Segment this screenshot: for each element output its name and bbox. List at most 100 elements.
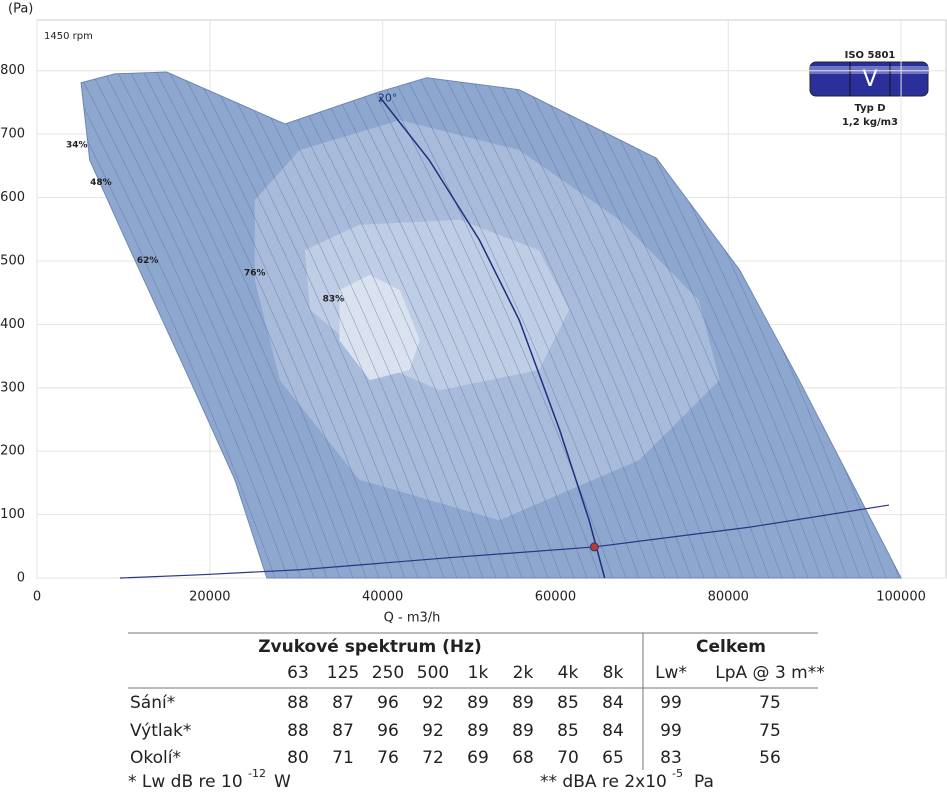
x-tick-label: 20000	[189, 590, 230, 605]
badge-letter: V	[862, 67, 877, 92]
hatch-line	[427, 71, 679, 578]
hatch-line	[180, 71, 432, 578]
x-axis-label: Q - m3/h	[384, 611, 441, 626]
cell: 99	[660, 693, 682, 713]
hatch-line	[453, 71, 705, 578]
cell: 85	[557, 721, 579, 741]
badge-type: Typ D	[854, 103, 885, 114]
column-header: 250	[372, 663, 404, 683]
sound-table: Zvukové spektrum (Hz) Celkem 63 125 250 500…	[128, 632, 825, 792]
hatch-line	[81, 71, 315, 578]
column-header: 63	[287, 663, 309, 683]
y-tick-label: 800	[0, 63, 25, 78]
cell: 69	[467, 748, 489, 768]
cell: 89	[512, 721, 534, 741]
hatch-line	[102, 71, 354, 578]
cell: 88	[287, 693, 309, 713]
efficiency-label: 76%	[244, 269, 266, 279]
efficiency-zone	[339, 274, 420, 381]
footnote-unit: Pa	[694, 772, 714, 792]
hatch-line	[81, 71, 302, 578]
hatch-line	[492, 71, 744, 578]
hatch-line	[414, 71, 666, 578]
cell: 80	[287, 748, 309, 768]
column-header: 1k	[468, 663, 489, 683]
footnote: * Lw dB re 10	[128, 772, 243, 792]
cell: 84	[602, 721, 624, 741]
cell: 76	[377, 748, 399, 768]
column-header: LpA @ 3 m**	[715, 663, 824, 683]
badge-standard: ISO 5801	[845, 50, 896, 61]
hatch-line	[89, 71, 341, 578]
hatch-line	[167, 71, 419, 578]
column-header: Lw*	[655, 663, 687, 683]
cell: 72	[422, 748, 444, 768]
cell: 68	[512, 748, 534, 768]
cell: 70	[557, 748, 579, 768]
x-tick-label: 0	[33, 590, 41, 605]
hatch-line	[81, 71, 276, 578]
hatch-line	[336, 71, 588, 578]
x-tick-label: 40000	[362, 590, 403, 605]
row-label: Výtlak*	[130, 721, 191, 741]
y-tick-label: 0	[17, 571, 25, 586]
x-tick-label: 100000	[876, 590, 926, 605]
y-tick-label: 200	[0, 444, 25, 459]
blade-angle-line	[379, 96, 606, 579]
speed-note: 1450 rpm	[44, 31, 93, 42]
y-tick-label: 500	[0, 253, 25, 268]
column-header: 8k	[603, 663, 624, 683]
efficiency-label: 62%	[137, 256, 159, 266]
hatch-line	[0, 20, 15, 578]
hatch-line	[81, 71, 289, 578]
hatch-line	[362, 71, 614, 578]
hatch-line	[81, 71, 328, 578]
hatch-line	[0, 20, 28, 578]
cell: 92	[422, 721, 444, 741]
cell: 88	[287, 721, 309, 741]
hatch-line	[479, 71, 731, 578]
cell: 56	[759, 748, 781, 768]
y-tick-label: 700	[0, 127, 25, 142]
cell: 89	[512, 693, 534, 713]
cell: 87	[332, 693, 354, 713]
efficiency-label: 48%	[90, 178, 112, 188]
hatch-line	[128, 71, 380, 578]
total-header: Celkem	[696, 637, 766, 657]
row-label: Okolí*	[130, 748, 181, 768]
footnote: ** dBA re 2x10	[540, 772, 667, 792]
column-header: 2k	[513, 663, 534, 683]
cell: 65	[602, 748, 624, 768]
y-tick-label: 100	[0, 507, 25, 522]
hatch-line	[440, 71, 692, 578]
y-tick-label: 600	[0, 190, 25, 205]
hatch-line	[401, 71, 653, 578]
blade-angle-label: 20°	[378, 92, 398, 105]
hatch-line	[388, 71, 640, 578]
hatch-line	[115, 71, 367, 578]
hatch-line	[154, 71, 406, 578]
cell: 71	[332, 748, 354, 768]
footnote-exp: -12	[248, 767, 266, 780]
cell: 87	[332, 721, 354, 741]
cell: 84	[602, 693, 624, 713]
hatch-line	[466, 71, 718, 578]
y-tick-label: 300	[0, 380, 25, 395]
spectrum-header: Zvukové spektrum (Hz)	[258, 637, 482, 657]
efficiency-label: 34%	[66, 140, 88, 150]
system-curve	[119, 504, 890, 579]
y-tick-label: 400	[0, 317, 25, 332]
cell: 96	[377, 693, 399, 713]
hatch-line	[375, 71, 627, 578]
column-header: 4k	[558, 663, 579, 683]
pipe-shine	[810, 66, 928, 74]
efficiency-label: 83%	[323, 295, 345, 305]
row-label: Sání*	[130, 693, 175, 713]
cell: 75	[759, 721, 781, 741]
y-axis-label: (Pa)	[8, 2, 33, 17]
column-header: 125	[327, 663, 359, 683]
hatch-line	[141, 71, 393, 578]
cell: 75	[759, 693, 781, 713]
badge-density: 1,2 kg/m3	[842, 117, 898, 128]
